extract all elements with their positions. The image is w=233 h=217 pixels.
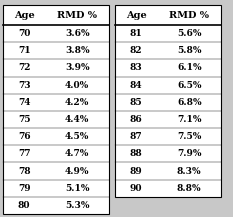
Text: 90: 90 [130, 184, 142, 193]
Text: 71: 71 [18, 46, 31, 55]
Text: Age: Age [126, 10, 147, 20]
Text: 77: 77 [18, 149, 31, 158]
Bar [3, 5, 109, 214]
Text: 3.6%: 3.6% [65, 29, 89, 38]
Text: 85: 85 [130, 98, 143, 107]
Text: 7.1%: 7.1% [177, 115, 202, 124]
Text: Age: Age [14, 10, 34, 20]
Text: 5.1%: 5.1% [65, 184, 89, 193]
Text: 74: 74 [18, 98, 31, 107]
Text: 86: 86 [130, 115, 143, 124]
Text: 80: 80 [18, 201, 31, 210]
Text: 5.6%: 5.6% [177, 29, 202, 38]
Text: RMD %: RMD % [169, 10, 209, 20]
Text: 8.3%: 8.3% [177, 166, 202, 176]
Text: 6.5%: 6.5% [177, 81, 202, 90]
Text: 89: 89 [130, 166, 143, 176]
Text: 81: 81 [130, 29, 143, 38]
Text: 4.2%: 4.2% [65, 98, 89, 107]
Text: 4.4%: 4.4% [65, 115, 89, 124]
Text: RMD %: RMD % [57, 10, 97, 20]
Text: 73: 73 [18, 81, 31, 90]
Text: 4.0%: 4.0% [65, 81, 89, 90]
Text: 87: 87 [130, 132, 143, 141]
Text: 3.9%: 3.9% [65, 63, 89, 72]
Text: 72: 72 [18, 63, 31, 72]
Text: 3.8%: 3.8% [65, 46, 89, 55]
Text: 70: 70 [18, 29, 30, 38]
Text: 5.3%: 5.3% [65, 201, 89, 210]
Text: 84: 84 [130, 81, 143, 90]
Text: 6.8%: 6.8% [177, 98, 202, 107]
Text: 78: 78 [18, 166, 31, 176]
Text: 7.5%: 7.5% [177, 132, 201, 141]
Text: 83: 83 [130, 63, 143, 72]
Bar [115, 5, 221, 197]
Text: 82: 82 [130, 46, 143, 55]
Text: 4.7%: 4.7% [65, 149, 89, 158]
Text: 5.8%: 5.8% [177, 46, 202, 55]
Text: 88: 88 [130, 149, 143, 158]
Text: 7.9%: 7.9% [177, 149, 202, 158]
Text: 4.5%: 4.5% [65, 132, 89, 141]
Text: 8.8%: 8.8% [177, 184, 202, 193]
Text: 79: 79 [18, 184, 31, 193]
Text: 75: 75 [18, 115, 31, 124]
Text: 4.9%: 4.9% [65, 166, 89, 176]
Text: 76: 76 [18, 132, 31, 141]
Text: 6.1%: 6.1% [177, 63, 202, 72]
